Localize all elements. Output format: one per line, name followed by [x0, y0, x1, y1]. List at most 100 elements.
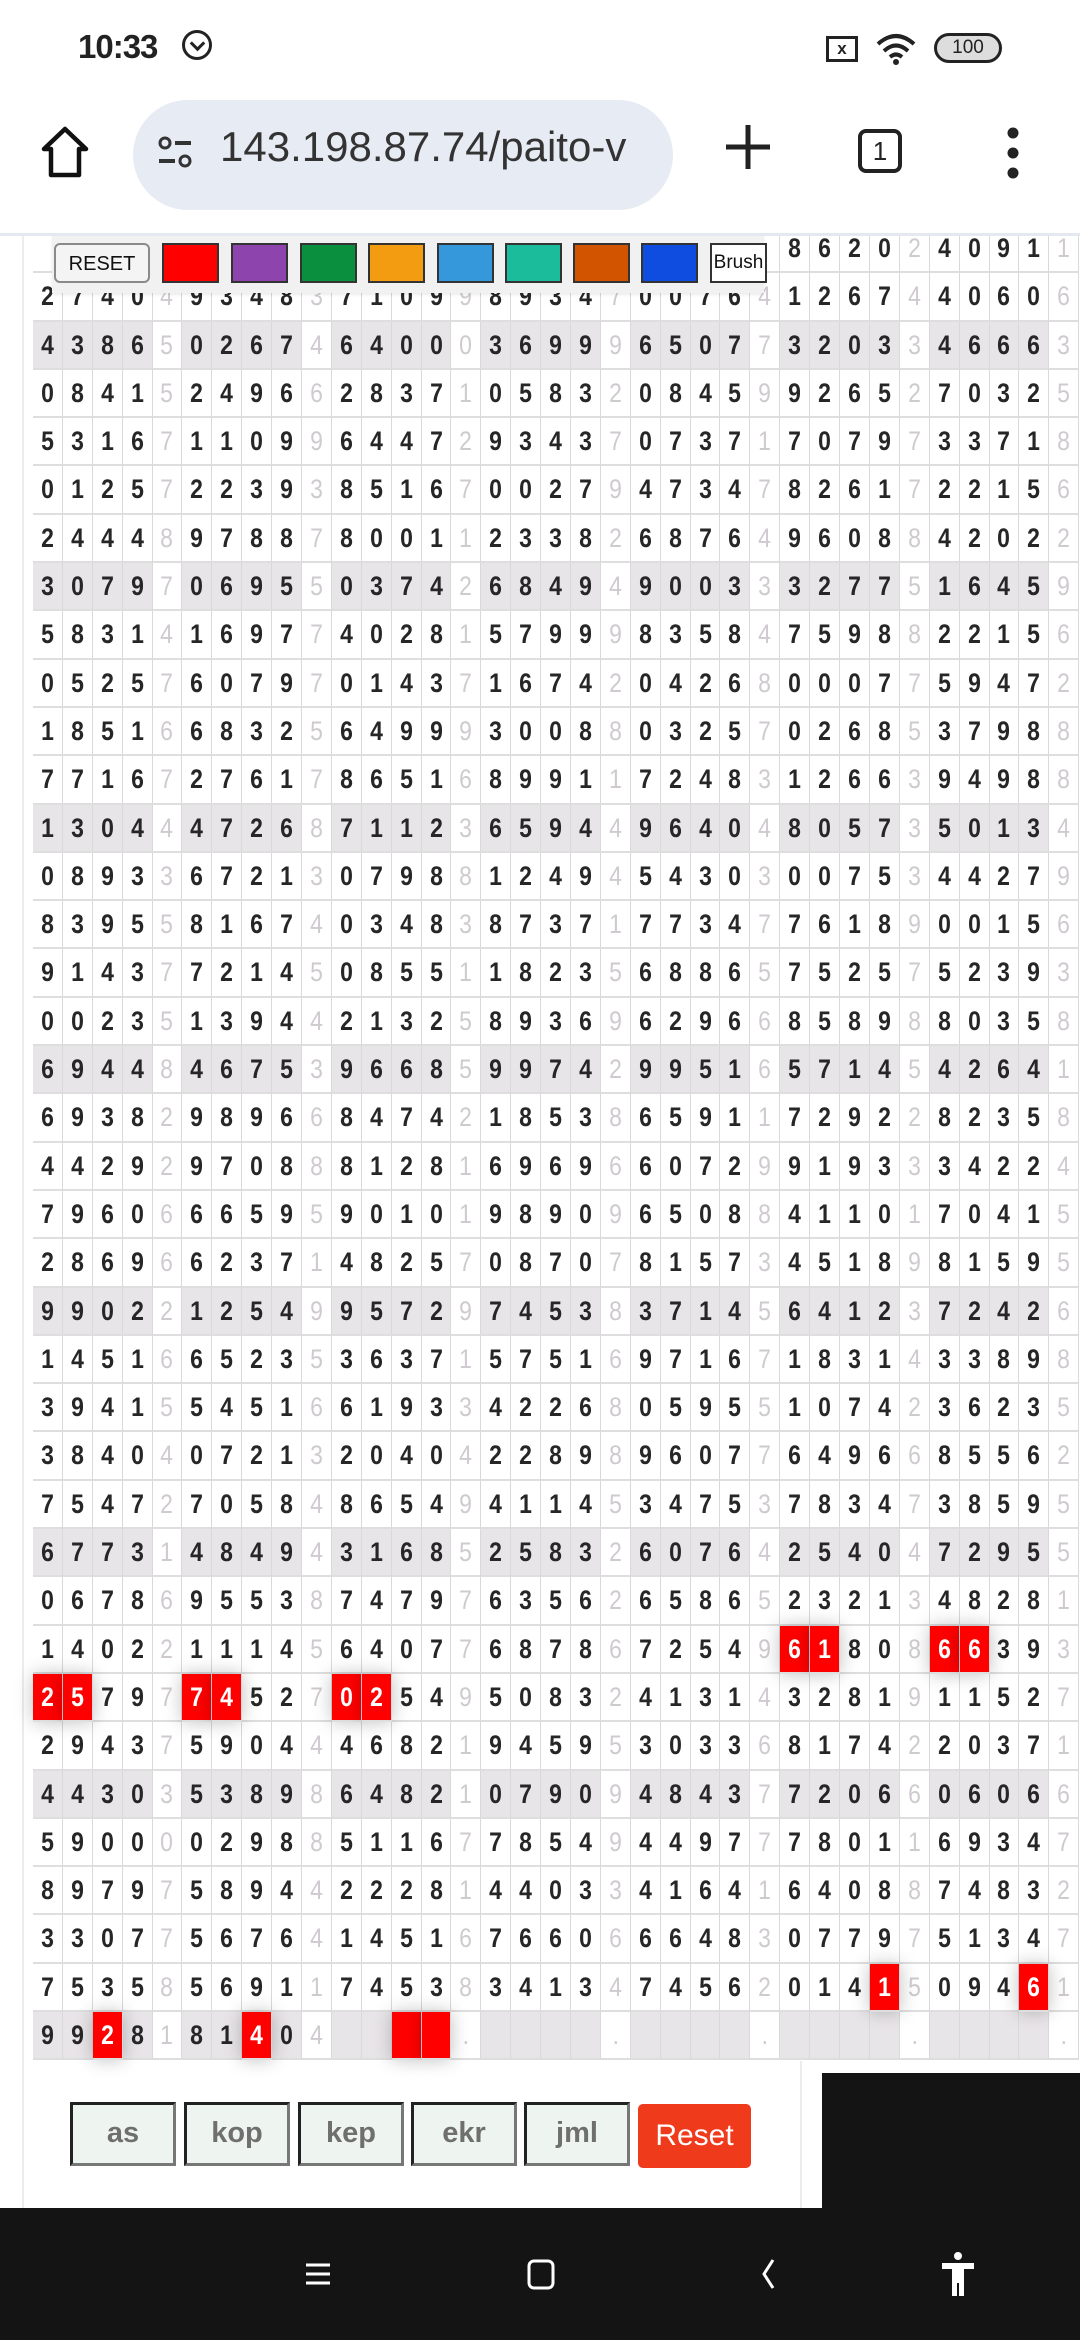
digit-cell[interactable]: 9 — [571, 611, 601, 660]
digit-cell[interactable]: 2 — [1019, 1142, 1050, 1191]
digit-cell[interactable]: 7 — [630, 1963, 661, 2012]
digit-cell[interactable]: 6 — [959, 1625, 990, 1674]
separator-cell[interactable]: 5 — [152, 369, 183, 419]
digit-cell[interactable]: 4 — [929, 514, 960, 564]
digit-cell[interactable]: 5 — [541, 1722, 572, 1771]
digit-cell[interactable]: 7 — [421, 1335, 452, 1385]
digit-cell[interactable]: 5 — [541, 1577, 572, 1626]
separator-cell[interactable]: 3 — [899, 1577, 930, 1626]
separator-cell[interactable]: 9 — [899, 901, 930, 950]
separator-cell[interactable]: 8 — [302, 1142, 332, 1191]
separator-cell[interactable]: 6 — [899, 1770, 930, 1819]
digit-cell[interactable]: 9 — [511, 1046, 542, 1095]
digit-cell[interactable]: 7 — [212, 852, 243, 902]
digit-cell[interactable]: 1 — [122, 369, 153, 419]
digit-cell[interactable]: 4 — [989, 563, 1020, 612]
digit-cell[interactable]: 9 — [989, 236, 1020, 274]
digit-cell[interactable]: 2 — [92, 2011, 123, 2061]
digit-cell[interactable]: 6 — [630, 321, 661, 370]
digit-cell[interactable]: 5 — [212, 1577, 243, 1626]
separator-cell[interactable]: 1 — [451, 1335, 482, 1385]
digit-cell[interactable]: 5 — [272, 563, 303, 612]
digit-cell[interactable]: 7 — [511, 901, 542, 950]
digit-cell[interactable]: 9 — [272, 466, 303, 515]
digit-cell[interactable]: 0 — [511, 1673, 542, 1723]
separator-cell[interactable]: 8 — [1049, 997, 1080, 1047]
separator-cell[interactable]: 8 — [152, 514, 183, 564]
separator-cell[interactable]: 5 — [302, 707, 332, 757]
digit-cell[interactable]: 4 — [720, 1625, 751, 1674]
separator-cell[interactable]: 6 — [451, 756, 482, 805]
digit-cell[interactable]: 4 — [361, 1770, 392, 1819]
digit-cell[interactable]: 6 — [33, 1046, 63, 1095]
digit-cell[interactable]: 7 — [391, 1287, 422, 1336]
digit-cell[interactable]: 6 — [630, 949, 661, 998]
separator-cell[interactable]: 5 — [899, 563, 930, 612]
digit-cell[interactable]: 6 — [630, 1577, 661, 1626]
brush-button[interactable]: Brush — [710, 243, 767, 283]
digit-cell[interactable]: 3 — [511, 418, 542, 467]
digit-cell[interactable]: 3 — [630, 1722, 661, 1771]
digit-cell[interactable]: 8 — [541, 1673, 572, 1723]
digit-cell[interactable]: 6 — [212, 1963, 243, 2012]
separator-cell[interactable]: . — [1049, 2011, 1080, 2061]
digit-cell[interactable]: 9 — [391, 1384, 422, 1433]
digit-cell[interactable]: 0 — [331, 852, 362, 902]
digit-cell[interactable]: 7 — [33, 1480, 63, 1530]
digit-cell[interactable]: 9 — [571, 321, 601, 370]
digit-cell[interactable]: 1 — [660, 1673, 691, 1723]
digit-cell[interactable]: 8 — [660, 369, 691, 419]
digit-cell[interactable]: 4 — [780, 1190, 811, 1240]
digit-cell[interactable]: 5 — [929, 804, 960, 853]
digit-cell[interactable]: 0 — [182, 1432, 213, 1481]
digit-cell[interactable]: 7 — [630, 1625, 661, 1674]
separator-cell[interactable]: 5 — [451, 1529, 482, 1578]
digit-cell[interactable]: 8 — [989, 1335, 1020, 1385]
digit-cell[interactable]: 7 — [810, 1915, 841, 1964]
digit-cell[interactable]: 6 — [33, 1529, 63, 1578]
digit-cell[interactable]: 3 — [660, 707, 691, 757]
digit-cell[interactable]: 7 — [421, 369, 452, 419]
separator-cell[interactable]: 5 — [152, 321, 183, 370]
separator-cell[interactable]: 7 — [152, 1722, 183, 1771]
digit-cell[interactable]: 4 — [361, 321, 392, 370]
separator-cell[interactable]: 1 — [750, 418, 781, 467]
digit-cell[interactable]: 6 — [33, 1094, 63, 1143]
digit-cell[interactable]: 2 — [391, 1867, 422, 1916]
digit-cell[interactable]: 8 — [1019, 707, 1050, 757]
digit-cell[interactable]: 6 — [989, 321, 1020, 370]
digit-cell[interactable]: 5 — [92, 707, 123, 757]
digit-cell[interactable]: 9 — [242, 369, 273, 419]
digit-cell[interactable]: 9 — [331, 1190, 362, 1240]
digit-cell[interactable]: 2 — [242, 1432, 273, 1481]
digit-cell[interactable]: 2 — [810, 273, 841, 322]
digit-cell[interactable]: 8 — [421, 852, 452, 902]
separator-cell[interactable]: 8 — [899, 1867, 930, 1916]
digit-cell[interactable] — [481, 2011, 512, 2061]
digit-cell[interactable]: 2 — [1019, 1673, 1050, 1723]
digit-cell[interactable]: 9 — [62, 2011, 93, 2061]
digit-cell[interactable]: 2 — [511, 1384, 542, 1433]
digit-cell[interactable]: 4 — [571, 1046, 601, 1095]
separator-cell[interactable]: 7 — [750, 1818, 781, 1868]
digit-cell[interactable]: 9 — [272, 1190, 303, 1240]
separator-cell[interactable]: 1 — [451, 1722, 482, 1771]
digit-cell[interactable]: 5 — [122, 466, 153, 515]
digit-cell[interactable]: 3 — [690, 1722, 721, 1771]
digit-cell[interactable]: 4 — [481, 1867, 512, 1916]
digit-cell[interactable]: 5 — [660, 1577, 691, 1626]
digit-cell[interactable]: 1 — [212, 2011, 243, 2061]
digit-cell[interactable]: 4 — [929, 236, 960, 274]
separator-cell[interactable]: 4 — [1049, 804, 1080, 853]
digit-cell[interactable]: 1 — [929, 563, 960, 612]
digit-cell[interactable] — [720, 2011, 751, 2061]
digit-cell[interactable]: 7 — [780, 901, 811, 950]
separator-cell[interactable]: . — [750, 2011, 781, 2061]
separator-cell[interactable]: 7 — [899, 418, 930, 467]
separator-cell[interactable]: 7 — [302, 659, 332, 708]
digit-cell[interactable]: 5 — [989, 1432, 1020, 1481]
digit-cell[interactable]: 6 — [660, 804, 691, 853]
digit-cell[interactable]: 7 — [481, 1915, 512, 1964]
digit-cell[interactable]: 7 — [242, 1046, 273, 1095]
digit-cell[interactable]: 2 — [690, 707, 721, 757]
